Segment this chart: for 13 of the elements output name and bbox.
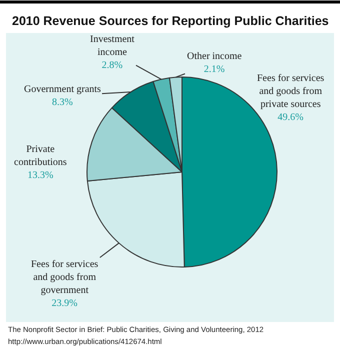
slice-label: Other income: [187, 51, 242, 62]
data-label: 2.8%: [102, 60, 123, 71]
data-label: 13.3%: [27, 170, 54, 181]
slice-label: Fees for services and goods from private sources: [257, 73, 324, 110]
chart-title: 2010 Revenue Sources for Reporting Public Charities: [12, 14, 329, 28]
data-label: 49.6%: [278, 112, 304, 123]
slice-label: Private contributions: [14, 144, 67, 168]
slice-label: Government grants: [24, 84, 102, 95]
slice-label: Investment income: [90, 34, 135, 58]
data-label: 8.3%: [52, 97, 73, 108]
slice-label: Fees for services and goods from government: [31, 259, 98, 296]
data-label: 23.9%: [52, 298, 78, 309]
data-label: 2.1%: [204, 64, 225, 75]
